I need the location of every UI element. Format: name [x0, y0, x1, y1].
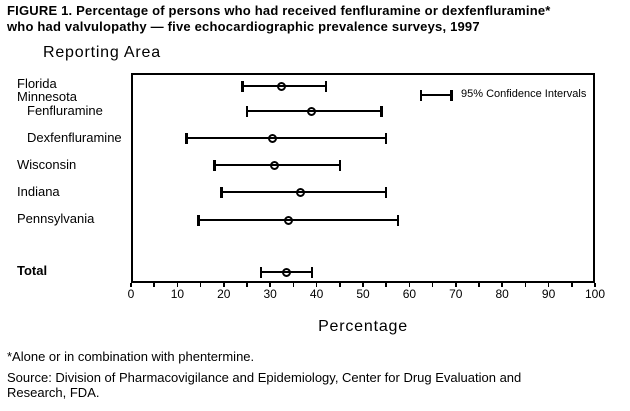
plot-border-right: [593, 73, 595, 283]
data-point-total: [281, 267, 291, 277]
plot-border-left: [131, 73, 133, 283]
x-axis-tick-30: [269, 283, 271, 287]
x-axis-tick-50: [362, 283, 364, 287]
x-axis-tick-90: [547, 283, 550, 287]
x-axis-tick-55: [385, 283, 387, 287]
legend-errorbar-cap-right: [450, 89, 453, 101]
x-axis-tick-5: [153, 283, 155, 287]
x-axis-tick-label-10: 10: [170, 287, 185, 301]
row-label-wisconsin: Wisconsin: [17, 157, 77, 172]
x-axis-tick-95: [571, 283, 573, 287]
ci-cap-low-fenfluramine: [245, 105, 249, 117]
source-note-line2: Research, FDA.: [7, 385, 100, 400]
ci-bar-dexfenfluramine: [186, 136, 387, 140]
x-axis-tick-20: [223, 283, 225, 287]
x-axis-tick-10: [176, 283, 179, 287]
y-axis-heading: Reporting Area: [43, 44, 161, 61]
ci-cap-high-indiana: [384, 186, 388, 198]
x-axis-tick-75: [478, 283, 480, 287]
x-axis-tick-85: [524, 283, 527, 287]
x-axis-tick-label-90: 90: [541, 287, 556, 301]
x-axis-tick-label-80: 80: [495, 287, 509, 301]
x-axis-tick-40: [315, 283, 318, 287]
row-label-indiana: Indiana: [17, 184, 60, 199]
footnote: *Alone or in combination with phentermin…: [7, 349, 255, 364]
ci-cap-low-indiana: [220, 186, 223, 198]
data-point-dexfenfluramine: [268, 133, 278, 143]
x-axis-tick-label-30: 30: [263, 287, 277, 301]
x-axis-tick-label-20: 20: [217, 287, 231, 301]
row-label-minnesota: Minnesota: [17, 89, 77, 104]
row-label-dexfenfluramine: Dexfenfluramine: [27, 130, 122, 145]
ci-cap-low-total: [259, 266, 263, 278]
figure-title-line2: who had valvulopathy — five echocardiogr…: [7, 19, 480, 34]
ci-bar-pennsylvania: [198, 218, 398, 222]
x-axis-tick-label-100: 100: [584, 287, 606, 301]
x-axis-tick-0: [130, 283, 132, 287]
plot-area: 95% Confidence Intervals 0 10 20 30 40 50 60 70…: [128, 73, 605, 301]
ci-cap-low-dexfenfluramine: [185, 132, 188, 144]
data-point-wisconsin: [270, 160, 280, 170]
row-label-fenfluramine: Fenfluramine: [27, 103, 103, 118]
legend-errorbar-cap-left: [419, 89, 422, 101]
data-point-florida: [277, 81, 287, 91]
ci-cap-low-pennsylvania: [197, 214, 200, 226]
legend-label: 95% Confidence Intervals: [461, 88, 587, 100]
legend-errorbar-icon: [421, 93, 451, 97]
x-axis-tick-80: [501, 283, 503, 287]
figure-title-line1: FIGURE 1. Percentage of persons who had …: [7, 3, 551, 18]
row-label-total: Total: [17, 263, 48, 278]
source-note: Source: Division of Pharmacovigilance an…: [7, 370, 623, 400]
x-axis-tick-45: [339, 283, 341, 287]
x-axis-tick-label-40: 40: [309, 287, 324, 301]
ci-cap-high-total: [310, 266, 314, 278]
ci-cap-high-wisconsin: [338, 159, 342, 171]
x-axis-tick-label-70: 70: [449, 287, 463, 301]
ci-cap-low-wisconsin: [213, 159, 216, 171]
ci-cap-high-pennsylvania: [396, 214, 400, 226]
x-axis-tick-35: [292, 283, 295, 287]
data-point-indiana: [295, 187, 305, 197]
x-axis-tick-65: [431, 283, 434, 287]
source-note-line1: Source: Division of Pharmacovigilance an…: [7, 370, 522, 385]
plot-border-top: [131, 73, 595, 75]
x-axis-label: Percentage: [318, 318, 408, 335]
x-axis-tick-60: [408, 283, 411, 287]
x-axis-tick-25: [246, 283, 248, 287]
x-axis-tick-label-0: 0: [127, 287, 135, 301]
x-axis-tick-label-50: 50: [356, 287, 370, 301]
x-axis-tick-label-60: 60: [402, 287, 417, 301]
ci-cap-high-dexfenfluramine: [384, 132, 388, 144]
ci-cap-high-florida: [324, 80, 328, 92]
x-axis-tick-100: [594, 283, 596, 287]
data-point-pennsylvania: [284, 215, 294, 225]
figure-title: FIGURE 1. Percentage of persons who had …: [7, 3, 625, 35]
row-label-florida: Florida: [17, 76, 57, 91]
x-axis-tick-70: [455, 283, 457, 287]
ci-cap-high-fenfluramine: [380, 105, 383, 117]
x-axis-tick-15: [199, 283, 202, 287]
ci-cap-low-florida: [241, 80, 244, 92]
plot-border-bottom: [131, 281, 595, 283]
data-point-fenfluramine: [307, 106, 317, 116]
row-label-pennsylvania: Pennsylvania: [17, 211, 95, 226]
